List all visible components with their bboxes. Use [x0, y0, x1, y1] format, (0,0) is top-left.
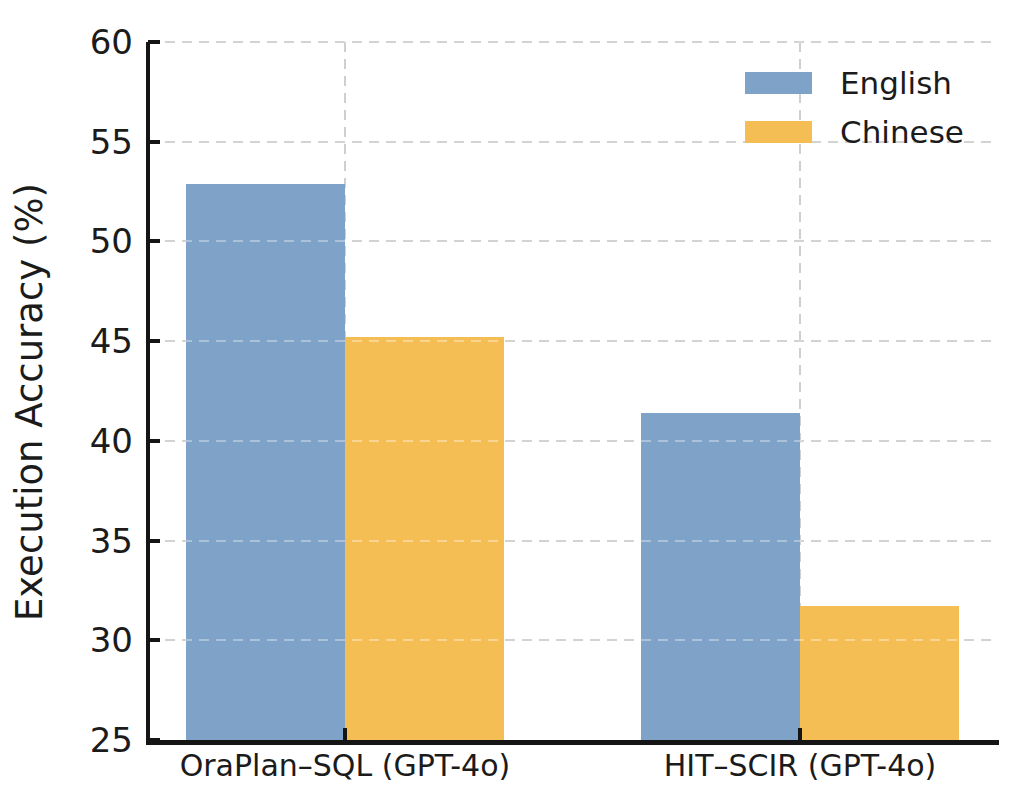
x-tick-label-0: OraPlan–SQL (GPT-4o): [85, 748, 605, 784]
y-tick-55: [148, 140, 160, 144]
y-tick-35: [148, 539, 160, 543]
x-tick-1: [798, 728, 802, 740]
y-tick-25: [148, 738, 160, 742]
legend-row-chinese: Chinese: [745, 115, 964, 148]
y-tick-45: [148, 339, 160, 343]
x-axis-spine: [146, 740, 999, 745]
bar-english-1: [641, 413, 800, 740]
legend-label-chinese: Chinese: [840, 114, 964, 150]
h-gridline-overlay-60: [148, 41, 997, 43]
y-tick-label-30: 30: [13, 620, 133, 660]
legend-swatch-chinese: [745, 121, 812, 143]
h-gridline-overlay-40: [148, 440, 997, 442]
y-tick-label-40: 40: [13, 421, 133, 461]
bar-chart-figure: Execution Accuracy (%) EnglishChinese 25…: [0, 0, 1024, 812]
y-tick-label-35: 35: [13, 521, 133, 561]
bar-english-0: [186, 184, 345, 740]
y-tick-label-60: 60: [13, 22, 133, 62]
bar-chinese-1: [800, 606, 959, 740]
y-tick-label-45: 45: [13, 321, 133, 361]
h-gridline-overlay-45: [148, 340, 997, 342]
legend-swatch-english: [745, 72, 812, 94]
x-tick-label-1: HIT–SCIR (GPT-4o): [540, 748, 1024, 784]
y-tick-60: [148, 40, 160, 44]
x-tick-0: [343, 728, 347, 740]
y-tick-label-55: 55: [13, 122, 133, 162]
y-tick-50: [148, 239, 160, 243]
h-gridline-overlay-35: [148, 540, 997, 542]
y-tick-40: [148, 439, 160, 443]
legend-label-english: English: [840, 65, 952, 101]
plot-area: English Chinese: [148, 42, 997, 740]
y-tick-30: [148, 638, 160, 642]
legend: English Chinese: [745, 66, 964, 164]
h-gridline-overlay-50: [148, 240, 997, 242]
h-gridline-overlay-30: [148, 639, 997, 641]
y-tick-label-50: 50: [13, 221, 133, 261]
legend-row-english: English: [745, 66, 964, 99]
